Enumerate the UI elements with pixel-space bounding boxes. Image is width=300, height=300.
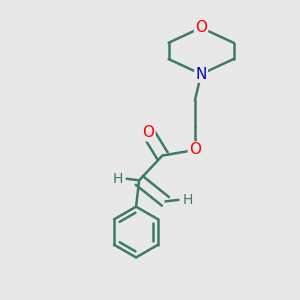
Text: O: O [189,142,201,158]
Text: H: H [112,172,123,186]
Text: N: N [195,67,207,82]
Text: O: O [142,125,154,140]
Text: O: O [195,20,207,35]
Text: H: H [183,193,193,207]
